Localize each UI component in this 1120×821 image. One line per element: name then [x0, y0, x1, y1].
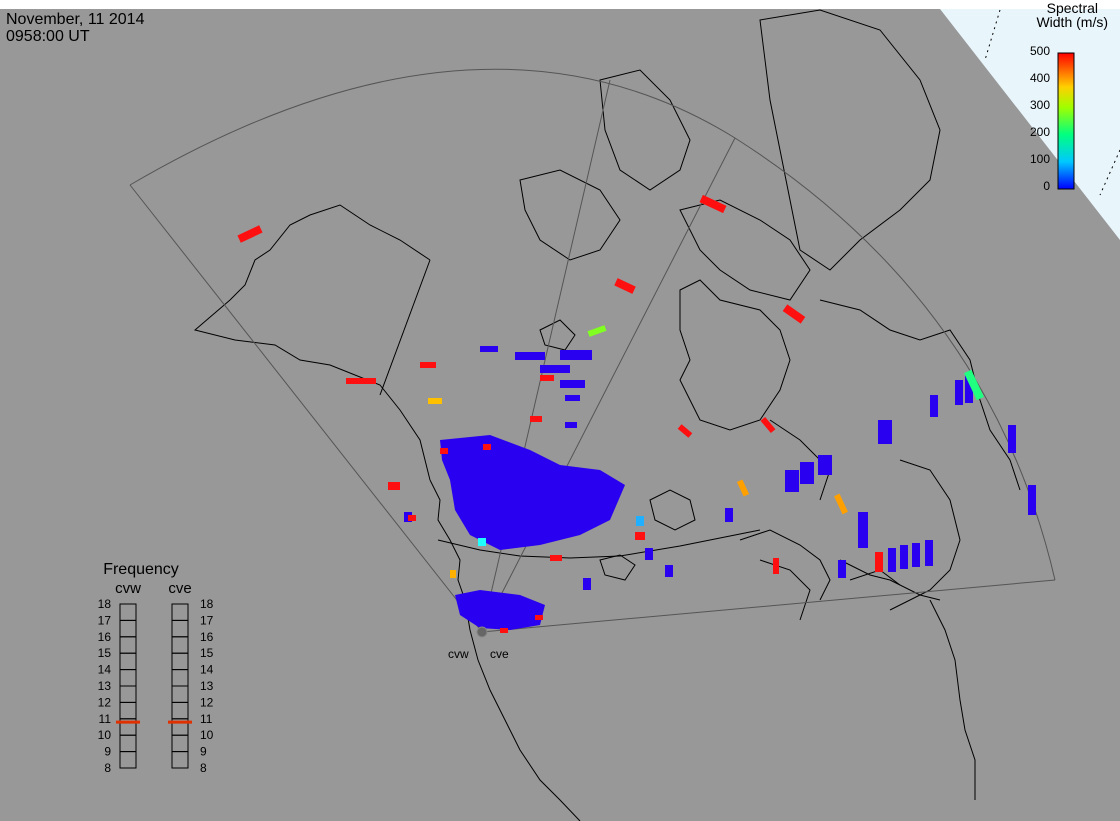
frequency-tick-left: 12	[98, 695, 112, 709]
frequency-cell	[171, 669, 189, 687]
frequency-cell	[119, 669, 137, 687]
coastlines	[193, 9, 1021, 821]
frequency-cell	[171, 685, 189, 703]
colorbar-units: Width (m/s)	[1036, 14, 1108, 30]
frequency-cell	[171, 751, 189, 769]
frequency-tick-left: 9	[104, 745, 111, 759]
colorbar-tick: 400	[1030, 71, 1050, 85]
frequency-cell	[119, 636, 137, 654]
frequency-tick-right: 11	[200, 712, 213, 726]
colorbar-tick: 200	[1030, 125, 1050, 139]
frequency-tick-right: 8	[200, 761, 207, 775]
colorbar-title: Spectral	[1047, 0, 1098, 16]
time-label: 0958:00 UT	[6, 28, 90, 45]
frequency-tick-left: 11	[99, 712, 112, 726]
frequency-cell	[119, 603, 137, 621]
frequency-tick-left: 10	[98, 728, 112, 742]
frequency-tick-left: 8	[104, 761, 111, 775]
radar-echoes	[237, 194, 1036, 633]
frequency-tick-left: 13	[98, 679, 112, 693]
radar-site-marker	[476, 626, 488, 638]
frequency-tick-left: 14	[98, 663, 112, 677]
frequency-tick-left: 18	[98, 597, 112, 611]
frequency-cell	[119, 751, 137, 769]
frequency-cell	[119, 685, 137, 703]
frequency-cell	[171, 636, 189, 654]
frequency-cell	[119, 619, 137, 638]
frequency-tick-right: 16	[200, 630, 214, 644]
frequency-col-cve: cve	[168, 580, 191, 597]
colorbar-tick: 0	[1043, 179, 1050, 193]
frequency-tick-right: 13	[200, 679, 214, 693]
colorbar-scale	[1057, 52, 1075, 190]
station-label-cve: cve	[490, 647, 509, 661]
colorbar: Spectral Width (m/s) 500 400 300 200 100…	[1030, 0, 1108, 193]
latitude-dotted-line	[984, 9, 1001, 61]
frequency-tick-right: 10	[200, 728, 214, 742]
frequency-tick-left: 16	[98, 630, 112, 644]
frequency-panel: Frequency cvw cve 18 18 17 17 16 16 15 15 14 14 13…	[98, 561, 214, 775]
colorbar-tick: 500	[1030, 44, 1050, 58]
frequency-cell	[171, 652, 189, 671]
frequency-cell	[119, 734, 137, 753]
frequency-cell	[171, 701, 189, 720]
polar-ocean-region	[940, 9, 1120, 240]
station-label-cvw: cvw	[448, 647, 469, 661]
frequency-tick-right: 15	[200, 646, 214, 660]
frequency-tick-right: 17	[200, 613, 214, 627]
frequency-col-cvw: cvw	[115, 580, 141, 597]
borders	[379, 259, 941, 601]
frequency-tick-right: 18	[200, 597, 214, 611]
frequency-tick-left: 17	[98, 613, 112, 627]
frequency-cell	[119, 652, 137, 671]
frequency-cell	[119, 701, 137, 720]
frequency-cell	[171, 734, 189, 753]
frequency-tick-right: 12	[200, 695, 214, 709]
frequency-cell	[171, 619, 189, 638]
frequency-cell	[171, 603, 189, 621]
frequency-title: Frequency	[103, 561, 179, 578]
top-border	[0, 0, 1120, 9]
latitude-dotted-line	[1099, 149, 1120, 196]
frequency-tick-right: 14	[200, 663, 214, 677]
colorbar-tick: 300	[1030, 98, 1050, 112]
colorbar-tick: 100	[1030, 152, 1050, 166]
frequency-tick-left: 15	[98, 646, 112, 660]
date-label: November, 11 2014	[6, 11, 145, 28]
frequency-tick-right: 9	[200, 745, 207, 759]
